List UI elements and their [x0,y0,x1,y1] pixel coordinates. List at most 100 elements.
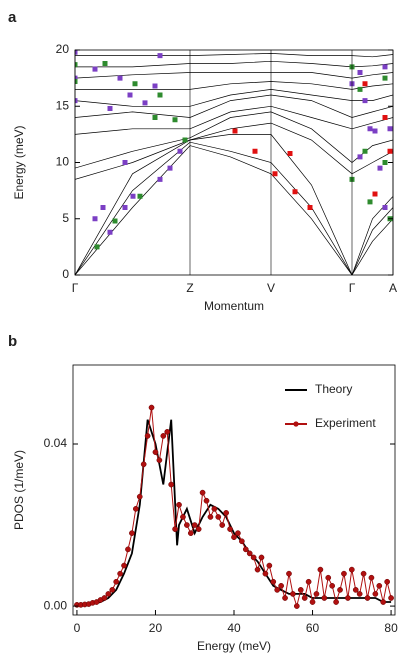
line [75,89,393,107]
frame [74,49,394,276]
point [286,570,292,577]
point [309,599,316,605]
point [382,75,388,81]
line [75,111,393,169]
point [168,481,175,488]
point [372,128,378,134]
point [164,429,171,435]
point [367,126,373,132]
point [102,61,108,66]
y-tick-label: 0.04 [44,436,68,450]
point [362,81,368,87]
point [329,582,336,589]
x-tick-label: 80 [384,621,398,635]
point [75,50,78,55]
point [360,570,367,577]
y-tick-label: 5 [62,211,69,225]
point [207,514,214,520]
point [380,599,387,605]
point [377,165,383,171]
point [337,587,343,593]
x-tick-label: A [389,281,397,295]
point [129,530,135,537]
x-tick-label: Z [186,281,193,295]
point [125,546,131,553]
line [75,94,393,118]
point [180,514,186,520]
point [121,562,127,569]
point [199,489,206,496]
point [152,449,159,455]
point [156,457,163,464]
point [246,550,253,557]
point [362,98,368,104]
y-tick-label: 10 [56,155,70,169]
point [172,117,178,123]
point [266,562,273,569]
point [140,461,147,468]
point [292,189,298,195]
point [182,137,188,143]
point [107,229,113,235]
point [94,244,100,250]
point [122,205,128,210]
point [282,595,288,601]
point [122,160,128,165]
point [113,578,120,585]
point [388,595,394,601]
point [382,160,388,165]
point [313,591,320,597]
point [387,148,393,154]
x-axis-label: Energy (meV) [197,639,271,653]
point [92,66,98,72]
x-tick-label: 0 [74,621,81,635]
point [235,530,241,537]
point [130,193,136,199]
y-axis-label: Energy (meV) [12,125,26,199]
point [117,75,123,81]
point [101,595,108,601]
legend-swatch [293,421,299,427]
point [231,534,237,541]
panel-label: b [8,333,17,350]
point [152,83,158,89]
point [367,199,373,205]
point [307,205,313,210]
point [211,505,218,512]
point [242,546,249,553]
point [239,538,245,545]
point [376,582,383,589]
point [357,154,363,160]
point [112,218,118,224]
point [290,591,296,597]
line [76,419,392,607]
point [215,514,222,520]
point [382,64,388,70]
point [157,53,163,59]
point [301,595,308,601]
line [75,145,393,275]
point [191,522,198,528]
legend-label: Theory [315,382,352,396]
point [325,574,332,581]
point [219,522,226,528]
point [333,599,339,605]
point [278,582,284,589]
line [75,72,393,79]
point [272,171,278,177]
point [176,501,182,508]
point [274,587,281,593]
point [203,497,210,504]
y-tick-label: 0.00 [44,598,68,612]
point [187,530,194,537]
point [167,165,173,171]
point [157,92,163,98]
y-tick-label: 20 [56,42,70,56]
panel-label: a [8,9,17,26]
x-tick-label: V [267,281,275,295]
point [368,574,375,581]
point [357,86,363,92]
x-tick-label: Γ [72,281,79,295]
x-tick-label: Γ [349,281,356,295]
